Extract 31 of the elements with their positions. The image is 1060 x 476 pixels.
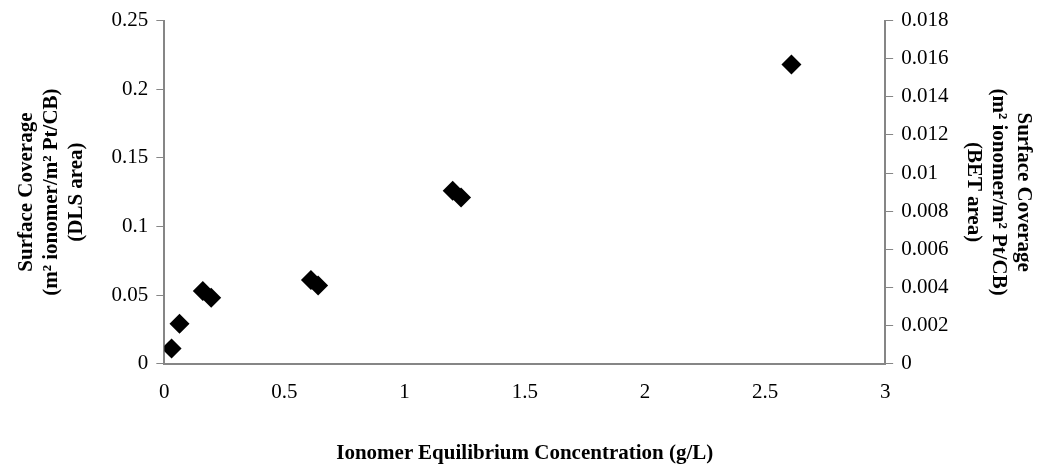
y-tick-label: 0.05 bbox=[111, 281, 149, 306]
point bbox=[201, 287, 222, 308]
x-axis-title: Ionomer Equilibrium Concentration (g/L) bbox=[336, 439, 714, 464]
y-tick-label: 0.15 bbox=[111, 144, 149, 169]
y-tick-label: 0 bbox=[137, 350, 149, 375]
y2-axis-title: Surface Coverage (m² ionomer/m² Pt/CB) (BET area) bbox=[962, 88, 1037, 296]
x-tick-label: 1 bbox=[399, 378, 410, 403]
x-tick-label: 2.5 bbox=[751, 378, 779, 403]
y2-tick-label: 0.004 bbox=[901, 273, 949, 298]
y-tick-label: 0.25 bbox=[111, 7, 149, 32]
point bbox=[308, 275, 329, 296]
y2-tick-label: 0.006 bbox=[901, 235, 949, 260]
x-tick-label: 3 bbox=[879, 378, 891, 403]
point bbox=[169, 313, 190, 334]
y2-tick-label: 0.014 bbox=[901, 83, 949, 108]
point bbox=[451, 187, 472, 208]
y2-tick-label: 0.008 bbox=[901, 197, 949, 222]
y-tick-label: 0.1 bbox=[122, 212, 149, 237]
y2-tick-label: 0 bbox=[901, 350, 912, 375]
y2-tick-label: 0.012 bbox=[901, 121, 949, 146]
x-tick-label: 1.5 bbox=[511, 378, 538, 403]
y2-tick-label: 0.016 bbox=[901, 45, 949, 70]
y2-tick-label: 0.002 bbox=[901, 312, 949, 336]
x-tick-label: 2 bbox=[639, 378, 651, 403]
y-axis-title: Surface Coverage (m² ionomer/m² Pt/CB) (DLS area) bbox=[13, 88, 88, 296]
x-tick-label: 0.5 bbox=[271, 378, 298, 403]
point bbox=[781, 54, 802, 75]
y2-tick-label: 0.01 bbox=[901, 159, 938, 184]
y-tick-label: 0.2 bbox=[122, 75, 149, 100]
y2-tick-label: 0.018 bbox=[901, 7, 949, 32]
x-tick-label: 0 bbox=[159, 378, 170, 403]
